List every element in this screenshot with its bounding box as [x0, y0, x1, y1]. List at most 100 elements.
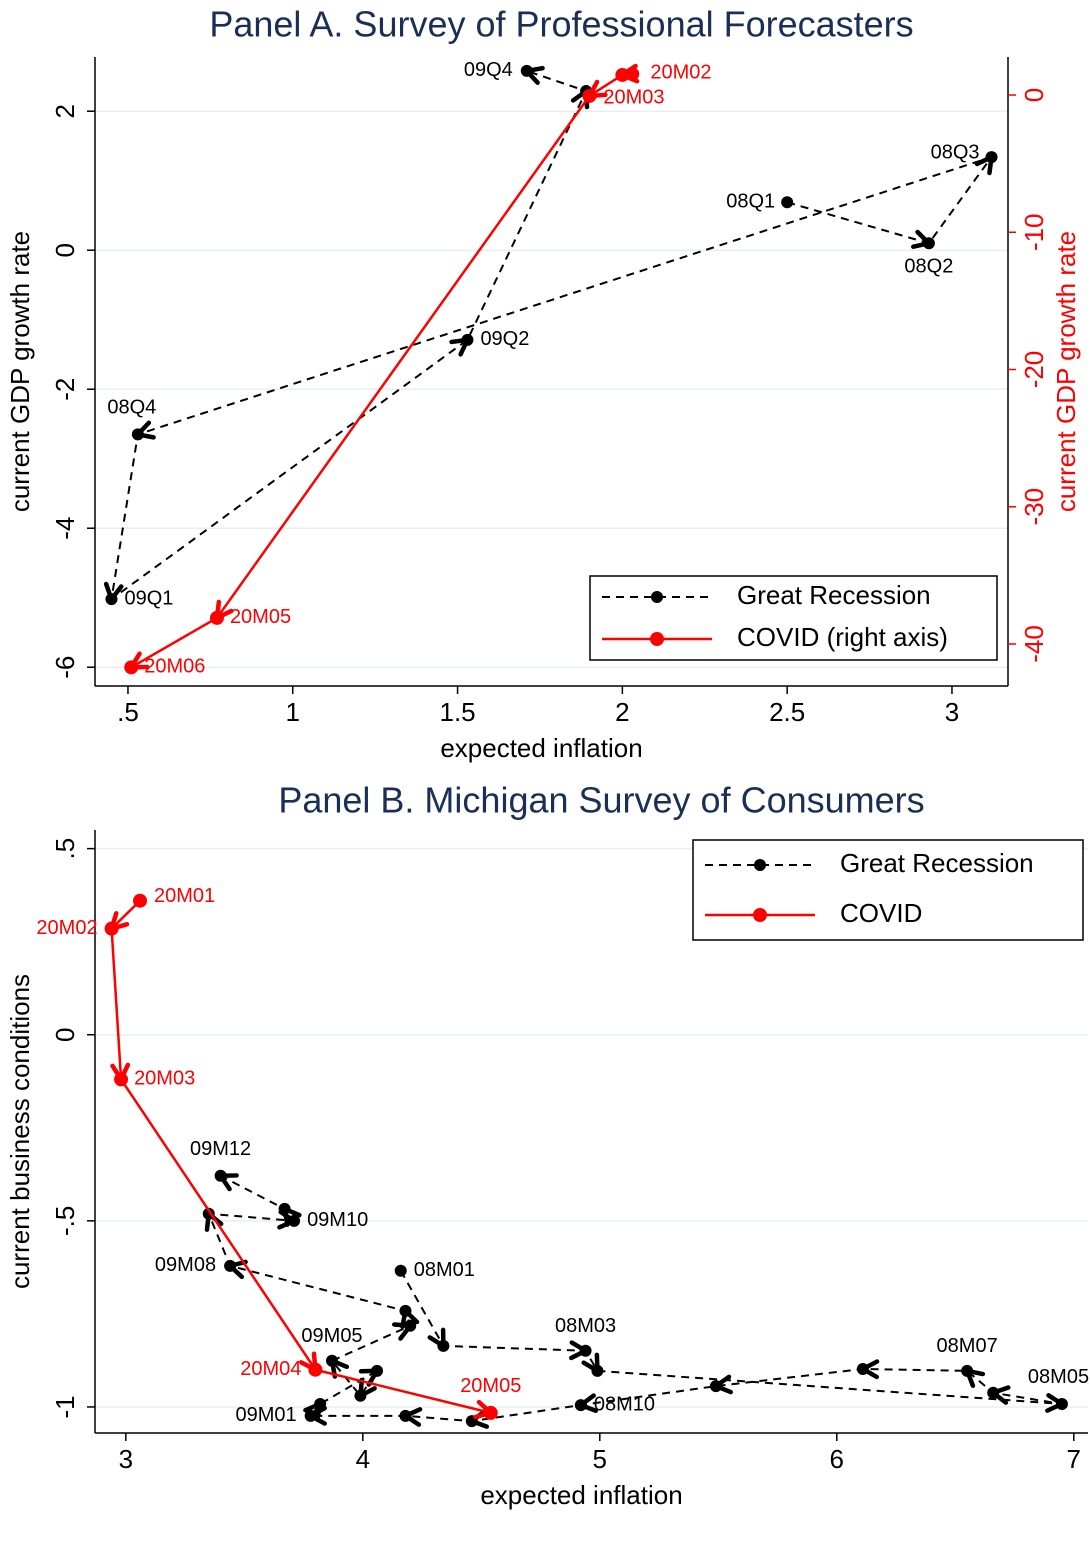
point [483, 1405, 498, 1420]
y-tick-label: 0 [50, 1027, 80, 1041]
point-label: 20M05 [460, 1375, 521, 1397]
y-tick-label: -.5 [50, 1206, 80, 1236]
point [781, 196, 794, 209]
point [461, 333, 474, 346]
x-tick-label: 1.5 [439, 697, 475, 727]
point-label: 20M04 [240, 1358, 301, 1380]
legend-box [589, 575, 998, 661]
point-label: 20M02 [36, 917, 97, 939]
y-tick-label: -4 [50, 517, 80, 540]
point [371, 1364, 384, 1377]
point [437, 1339, 450, 1352]
point-label: 08Q4 [107, 397, 156, 419]
point [133, 893, 148, 908]
y2-tick-label: -40 [1019, 625, 1049, 663]
y-tick-label: -1 [50, 1395, 80, 1418]
point [582, 88, 597, 103]
point-label: 09M05 [301, 1325, 362, 1347]
legend-label: Great Recession [737, 580, 931, 610]
legend-label: COVID (right axis) [737, 622, 948, 652]
point-label: 09M01 [236, 1404, 297, 1426]
point [579, 1344, 592, 1357]
x-tick-label: 3 [119, 1444, 133, 1474]
point [314, 1397, 327, 1410]
legend-label: COVID [840, 898, 922, 928]
point [124, 660, 139, 675]
y-axis-title: current business conditions [5, 974, 35, 1289]
point-label: 08M10 [594, 1393, 655, 1415]
y-tick-label: 0 [50, 243, 80, 257]
x-tick-label: 4 [356, 1444, 370, 1474]
legend-dot [650, 632, 664, 646]
point [288, 1214, 301, 1227]
y-tick-label: -6 [50, 656, 80, 679]
point [399, 1409, 412, 1422]
y-axis-title: current GDP growth rate [5, 231, 35, 512]
point [105, 593, 118, 606]
point [304, 1409, 317, 1422]
point-label: 20M06 [144, 656, 205, 678]
point-label: 09Q1 [124, 587, 173, 609]
point-label: 20M01 [154, 885, 215, 907]
point [224, 1259, 237, 1272]
point [591, 1364, 604, 1377]
point [709, 1380, 722, 1393]
x-tick-label: 6 [830, 1444, 844, 1474]
series-line [110, 69, 995, 602]
point [1055, 1397, 1068, 1410]
point [394, 1264, 407, 1277]
x-axis-title: expected inflation [440, 733, 642, 763]
point [209, 610, 224, 625]
y2-tick-label: 0 [1019, 88, 1049, 102]
point [961, 1364, 974, 1377]
point-label: 08Q1 [726, 191, 775, 213]
series-line [207, 1174, 1063, 1423]
x-tick-label: 2.5 [769, 697, 805, 727]
point-label: 20M05 [230, 606, 291, 628]
point [987, 1386, 1000, 1399]
point [574, 1399, 587, 1412]
point [104, 921, 119, 936]
point-label: 08M05 [1028, 1366, 1089, 1388]
point-label: 09M10 [307, 1209, 368, 1231]
legend-label: Great Recession [840, 848, 1034, 878]
legend-box [692, 839, 1084, 941]
x-tick-label: 7 [1067, 1444, 1081, 1474]
y-tick-label: -2 [50, 378, 80, 401]
y2-tick-label: -20 [1019, 351, 1049, 389]
point [922, 237, 935, 250]
chart-title: Panel A. Survey of Professional Forecast… [209, 4, 913, 45]
point [308, 1362, 323, 1377]
point [354, 1389, 367, 1402]
point [131, 428, 144, 441]
x-tick-label: 3 [945, 697, 959, 727]
point [399, 1304, 412, 1317]
point-label: 20M02 [650, 61, 711, 83]
point [278, 1202, 291, 1215]
x-axis-title: expected inflation [480, 1480, 682, 1510]
point-label: 08Q2 [904, 256, 953, 278]
x-tick-label: .5 [117, 697, 139, 727]
chart-title: Panel B. Michigan Survey of Consumers [278, 780, 924, 821]
legend-dot [754, 859, 766, 871]
point [856, 1362, 869, 1375]
point-label: 08Q3 [931, 141, 980, 163]
legend-dot [651, 591, 663, 603]
y2-tick-label: -30 [1019, 488, 1049, 526]
x-tick-label: 1 [286, 697, 300, 727]
point [214, 1169, 227, 1182]
point [325, 1354, 338, 1367]
point-label: 20M03 [134, 1068, 195, 1090]
point-label: 09Q4 [464, 59, 513, 81]
point-label: 09Q2 [480, 328, 529, 350]
point-label: 08M03 [555, 1315, 616, 1337]
y-tick-label: 2 [50, 104, 80, 118]
point-label: 09M08 [155, 1254, 216, 1276]
point-label: 08M01 [414, 1259, 475, 1281]
point-label: 20M03 [603, 86, 664, 108]
y-tick-label: .5 [50, 838, 80, 860]
y2-tick-label: -10 [1019, 213, 1049, 251]
x-tick-label: 2 [615, 697, 629, 727]
point [615, 67, 630, 82]
